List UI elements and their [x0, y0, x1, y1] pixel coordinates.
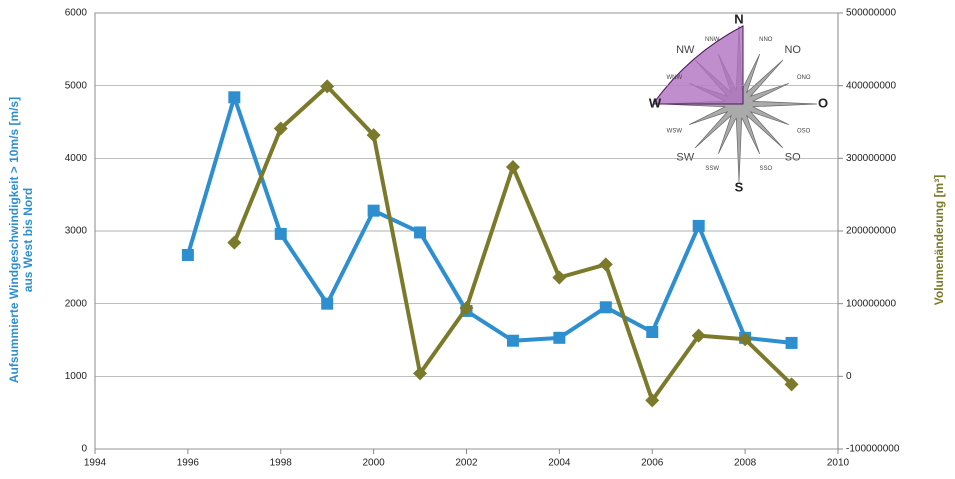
marker	[506, 334, 519, 347]
x-tick-label: 2008	[734, 458, 757, 469]
x-tick-label: 2010	[827, 458, 850, 469]
y-tick-label: 0	[81, 444, 87, 455]
marker	[181, 248, 194, 261]
compass-label: WSW	[667, 128, 683, 134]
compass-label: ONO	[797, 75, 811, 81]
y-tick-label: 4000	[65, 153, 88, 164]
compass-label: WNW	[666, 75, 682, 81]
x-tick-label: 2000	[363, 458, 386, 469]
compass-label: NNO	[759, 37, 773, 43]
x-tick-label: 1998	[270, 458, 293, 469]
marker	[598, 257, 613, 272]
marker	[459, 301, 474, 316]
compass-label: S	[735, 179, 744, 194]
marker	[552, 270, 567, 285]
marker	[413, 366, 428, 381]
marker	[646, 326, 659, 339]
y2-axis-label: Volumenänderung [m³]	[932, 175, 946, 305]
compass-label: SSO	[759, 166, 772, 172]
marker	[692, 219, 705, 232]
y-tick-label: 3000	[65, 226, 88, 237]
y-tick-label: 6000	[65, 8, 88, 19]
marker	[785, 336, 798, 349]
compass-label: N	[734, 11, 743, 26]
y-axis-label: Aufsummierte Windgeschwindigkeit > 10m/s…	[7, 97, 35, 383]
series-line	[185, 95, 792, 345]
compass-label: OSO	[797, 128, 811, 134]
marker	[367, 204, 380, 217]
marker	[228, 91, 241, 104]
marker	[553, 331, 566, 344]
y-tick-label: 5000	[65, 80, 88, 91]
x-tick-label: 2006	[641, 458, 664, 469]
y2-tick-label: 300000000	[846, 153, 896, 164]
x-tick-label: 1994	[84, 458, 107, 469]
compass-label: SSW	[705, 166, 719, 172]
marker	[599, 301, 612, 314]
marker	[366, 128, 381, 143]
compass-label: W	[649, 95, 662, 110]
marker	[321, 297, 334, 310]
y2-tick-label: 200000000	[846, 226, 896, 237]
marker	[414, 226, 427, 239]
compass-sector	[652, 25, 744, 105]
compass-label: NW	[676, 44, 695, 56]
compass-label: SO	[785, 152, 801, 164]
x-tick-label: 1996	[177, 458, 200, 469]
marker	[320, 79, 335, 94]
y2-tick-label: 400000000	[846, 80, 896, 91]
x-tick-label: 2002	[455, 458, 478, 469]
compass-rose: N NNO NO ONO O OSO SO SSO S SSW SW WSW W WNW NW NNW	[649, 11, 828, 194]
marker	[227, 235, 242, 250]
marker	[505, 160, 520, 175]
y-tick-label: 1000	[65, 371, 88, 382]
marker	[645, 393, 660, 408]
x-tick-label: 2004	[548, 458, 571, 469]
y2-tick-label: 100000000	[846, 298, 896, 309]
marker	[738, 332, 753, 347]
y2-tick-label: 0	[846, 371, 852, 382]
y-tick-label: 2000	[65, 298, 88, 309]
marker	[273, 121, 288, 136]
y2-tick-label: 500000000	[846, 8, 896, 19]
y2-tick-label: -100000000	[846, 444, 900, 455]
marker	[784, 377, 799, 392]
marker	[691, 328, 706, 343]
marker	[274, 227, 287, 240]
compass-label: NNW	[705, 37, 720, 43]
compass-label: NO	[784, 44, 801, 56]
compass-label: O	[818, 95, 828, 110]
compass-label: SW	[676, 152, 694, 164]
